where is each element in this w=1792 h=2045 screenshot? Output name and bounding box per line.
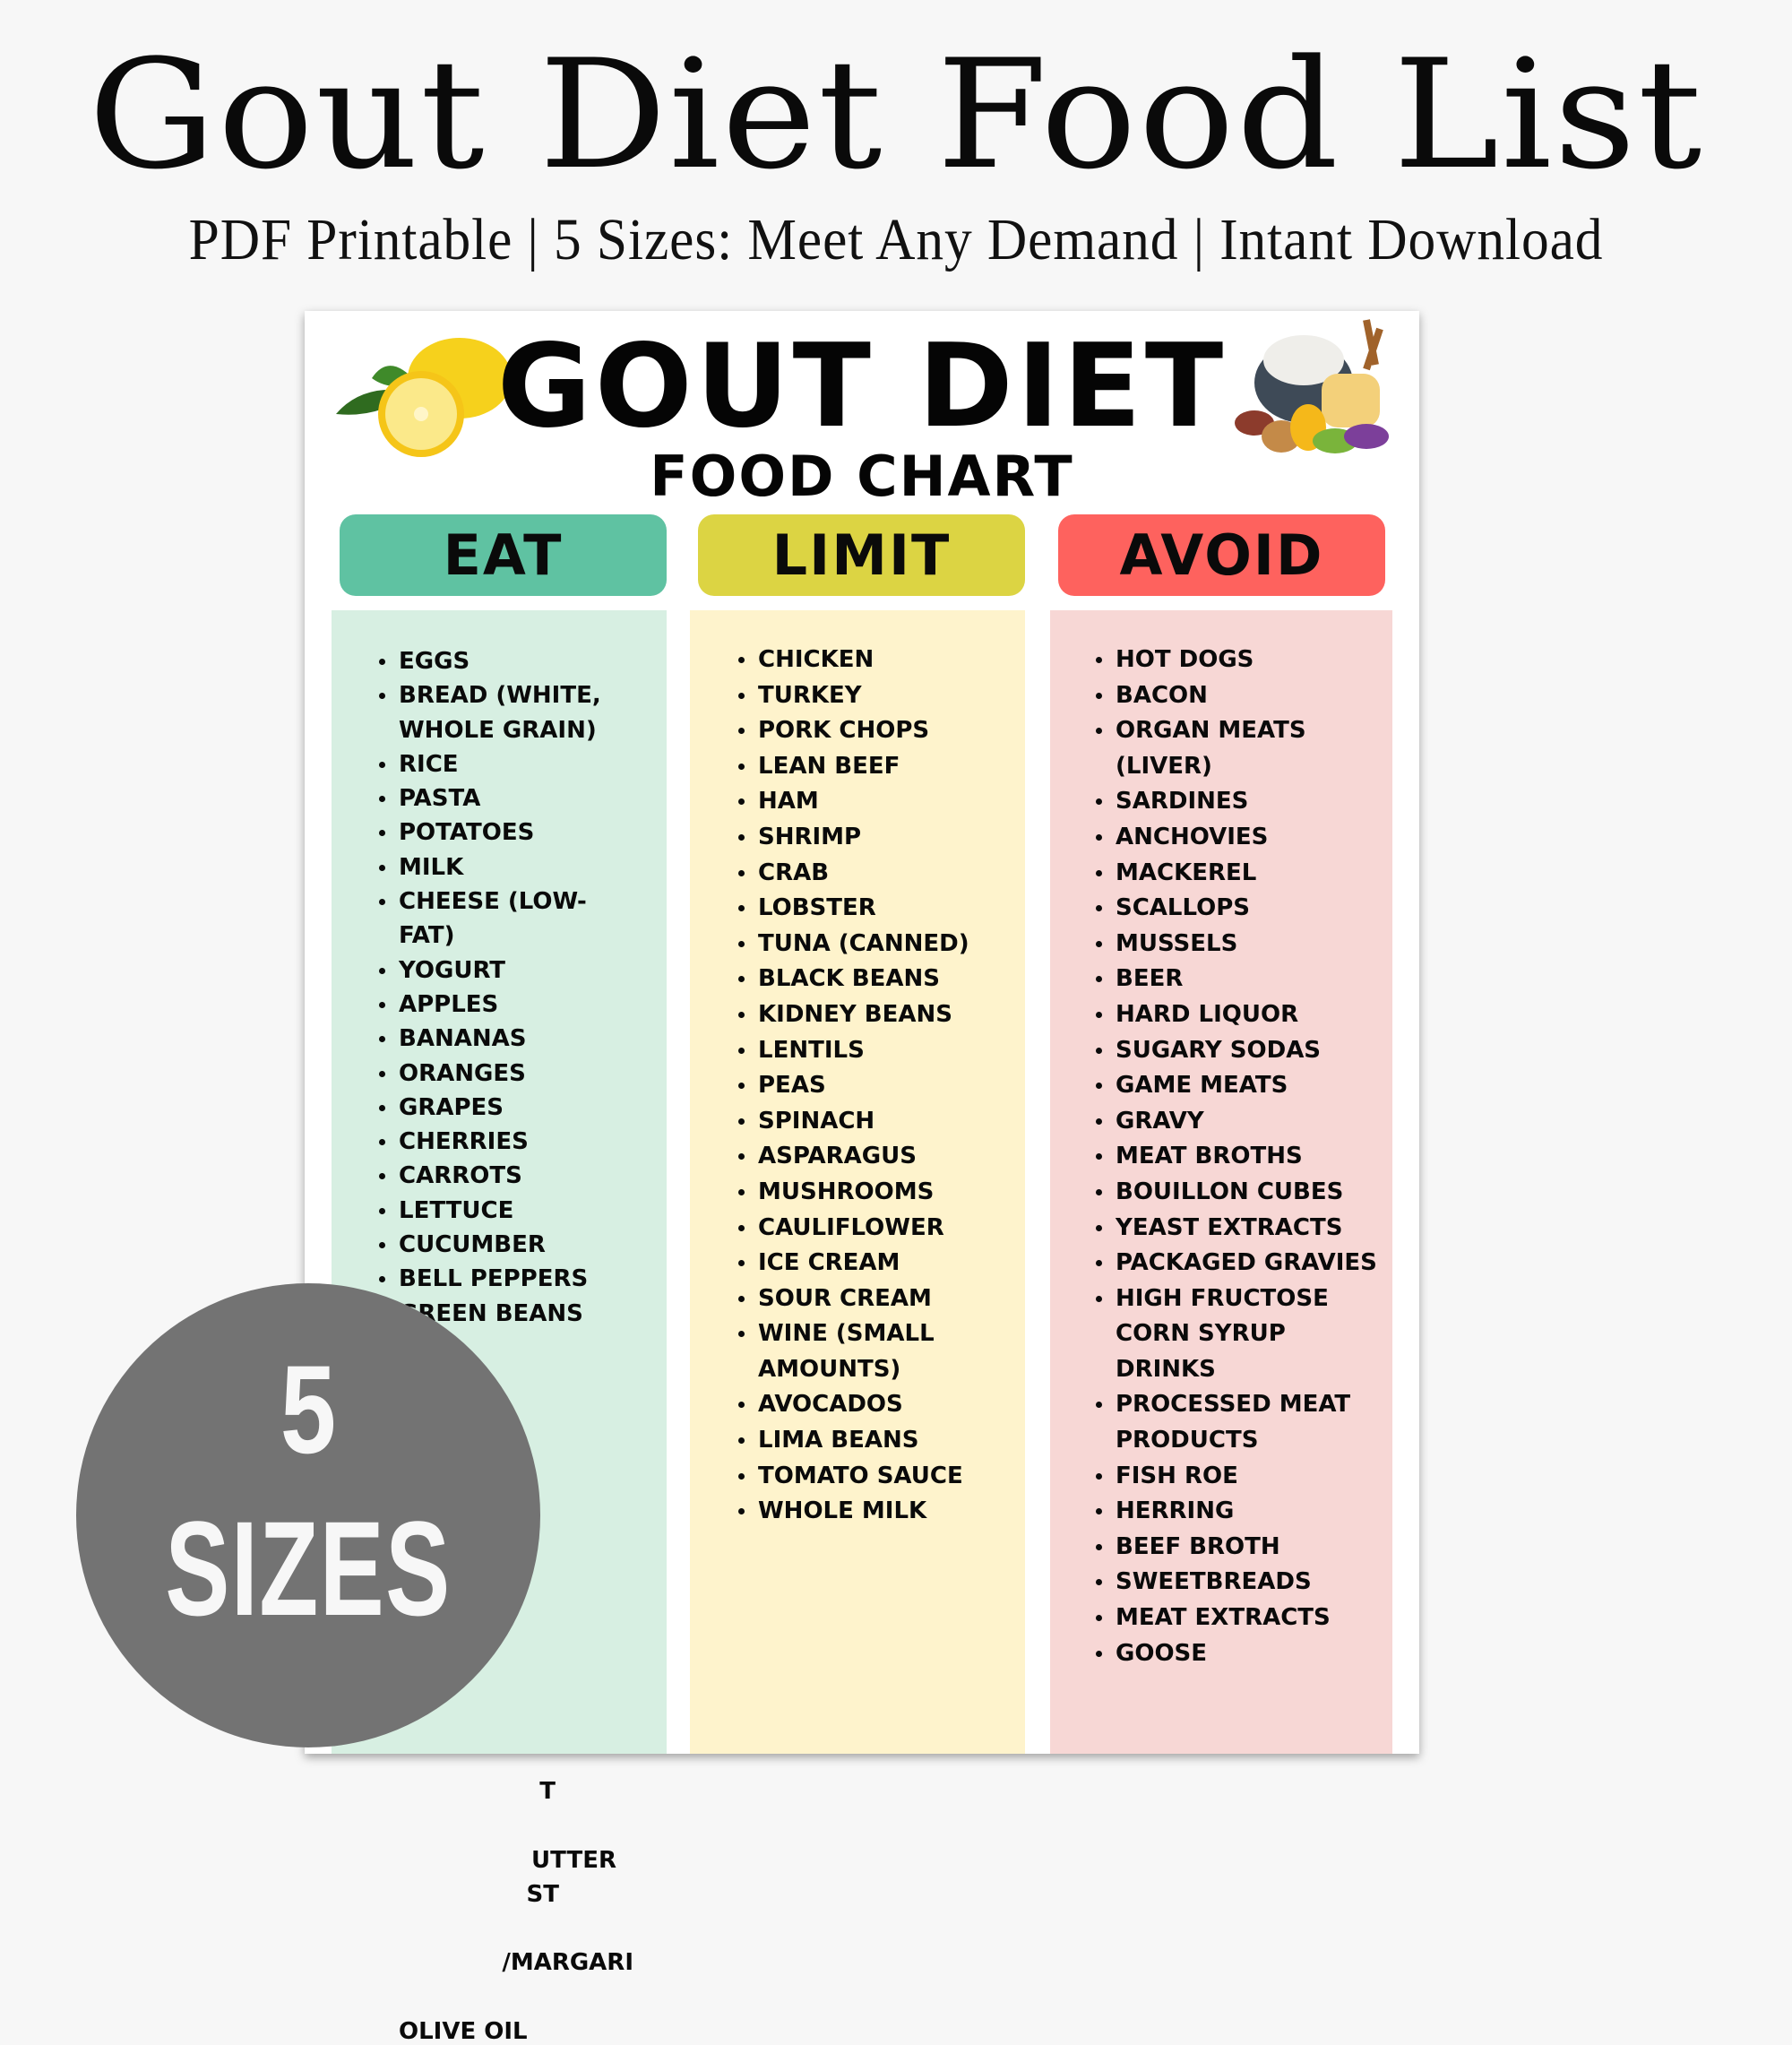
list-item: ORGAN MEATS (LIVER) (1096, 713, 1392, 784)
list-item: HARD LIQUOR (1096, 997, 1392, 1033)
list-item: HAM (738, 784, 969, 820)
list-item: TOMATO SAUCE (738, 1459, 969, 1495)
limit-header: LIMIT (698, 514, 1025, 596)
list-item: BANANAS (379, 1022, 601, 1056)
limit-column: CHICKEN TURKEY PORK CHOPS LEAN BEEF HAM SHRIM… (690, 610, 1025, 1754)
list-item: LOBSTER (738, 891, 969, 927)
chart-title: GOUT DIET (496, 320, 1228, 453)
list-item: LENTILS (738, 1033, 969, 1069)
list-item: SCALLOPS (1096, 891, 1392, 927)
list-item: CUCUMBER (379, 1228, 601, 1262)
list-item: KIDNEY BEANS (738, 997, 969, 1033)
list-item: ICE CREAM (738, 1246, 969, 1281)
list-item: YOGURT (379, 953, 601, 988)
list-item: SOUR CREAM (738, 1281, 969, 1317)
list-item: HOT DOGS (1096, 643, 1392, 678)
list-item: SPINACH (738, 1104, 969, 1140)
list-item-fragment: /MARGARI (502, 1949, 633, 1976)
list-item: HERRING (1096, 1494, 1392, 1530)
eat-list: EGGS BREAD (WHITE, WHOLE GRAIN) RICE PASTA P… (379, 644, 601, 1331)
list-item: CARROTS (379, 1159, 601, 1193)
list-item: MEAT EXTRACTS (1096, 1601, 1392, 1636)
list-item: SUGARY SODAS (1096, 1033, 1392, 1069)
list-item: BREAD (WHITE, WHOLE GRAIN) (379, 678, 601, 747)
list-item: WINE (SMALL AMOUNTS) (738, 1316, 969, 1387)
list-item: MILK (379, 850, 601, 884)
list-item: MUSSELS (1096, 927, 1392, 962)
limit-list: CHICKEN TURKEY PORK CHOPS LEAN BEEF HAM SHRIM… (738, 643, 969, 1530)
list-item: LETTUCE (379, 1194, 601, 1228)
lemon-image (336, 338, 512, 457)
list-item-fragment: UTTER (531, 1847, 616, 1874)
list-item: PEAS (738, 1068, 969, 1104)
list-item: PASTA (379, 781, 601, 815)
list-item: BACON (1096, 678, 1392, 714)
list-item-fragment: ST (526, 1881, 559, 1908)
list-item: LEAN BEEF (738, 749, 969, 785)
badge-label: SIZES (165, 1493, 452, 1644)
list-item: POTATOES (379, 815, 601, 850)
list-item: PORK CHOPS (738, 713, 969, 749)
list-item: LIMA BEANS (738, 1423, 969, 1459)
list-item: CHICKEN (738, 643, 969, 678)
list-item: CHERRIES (379, 1125, 601, 1159)
list-item: FISH ROE (1096, 1459, 1392, 1495)
avoid-list: HOT DOGS BACON ORGAN MEATS (LIVER) SARDINES… (1096, 643, 1392, 1672)
list-item-fragment: T (539, 1778, 556, 1805)
list-item: RICE (379, 747, 601, 781)
list-item: BELL PEPPERS (379, 1262, 601, 1296)
list-item: PACKAGED GRAVIES (1096, 1246, 1392, 1281)
list-item: GRAVY (1096, 1104, 1392, 1140)
page-title: Gout Diet Food List (88, 27, 1704, 203)
list-item: GAME MEATS (1096, 1068, 1392, 1104)
avoid-header: AVOID (1058, 514, 1385, 596)
list-item: BOUILLON CUBES (1096, 1175, 1392, 1211)
list-item: SHRIMP (738, 820, 969, 856)
list-item: EGGS (379, 644, 601, 678)
list-item: HIGH FRUCTOSE CORN SYRUP DRINKS (1096, 1281, 1392, 1388)
list-item: SWEETBREADS (1096, 1565, 1392, 1601)
list-item: WHOLE MILK (738, 1494, 969, 1530)
list-item: BLACK BEANS (738, 962, 969, 997)
sizes-badge: 5 SIZES (76, 1283, 540, 1747)
avoid-column: HOT DOGS BACON ORGAN MEATS (LIVER) SARDINES… (1050, 610, 1392, 1754)
list-item: GOOSE (1096, 1636, 1392, 1672)
list-item: MUSHROOMS (738, 1175, 969, 1211)
list-item: SARDINES (1096, 784, 1392, 820)
list-item: CAULIFLOWER (738, 1211, 969, 1247)
list-item: CHEESE (LOW- FAT) (379, 884, 601, 953)
badge-number: 5 (280, 1339, 337, 1480)
list-item-fragment: OLIVE OIL (399, 2018, 528, 2045)
list-item: ORANGES (379, 1057, 601, 1091)
eat-header: EAT (340, 514, 667, 596)
list-item: MEAT BROTHS (1096, 1139, 1392, 1175)
list-item: BEER (1096, 962, 1392, 997)
chart-subtitle: FOOD CHART (650, 444, 1074, 509)
list-item: BEEF BROTH (1096, 1530, 1392, 1566)
list-item: APPLES (379, 988, 601, 1022)
list-item: PROCESSED MEAT PRODUCTS (1096, 1387, 1392, 1458)
grains-vegetables-image (1235, 319, 1389, 453)
list-item: AVOCADOS (738, 1387, 969, 1423)
list-item: GRAPES (379, 1091, 601, 1125)
list-item: ANCHOVIES (1096, 820, 1392, 856)
list-item: YEAST EXTRACTS (1096, 1211, 1392, 1247)
list-item: CRAB (738, 856, 969, 892)
list-item: MACKEREL (1096, 856, 1392, 892)
list-item: TURKEY (738, 678, 969, 714)
list-item: ASPARAGUS (738, 1139, 969, 1175)
list-item: TUNA (CANNED) (738, 927, 969, 962)
page-subtitle: PDF Printable | 5 Sizes: Meet Any Demand… (188, 207, 1604, 272)
